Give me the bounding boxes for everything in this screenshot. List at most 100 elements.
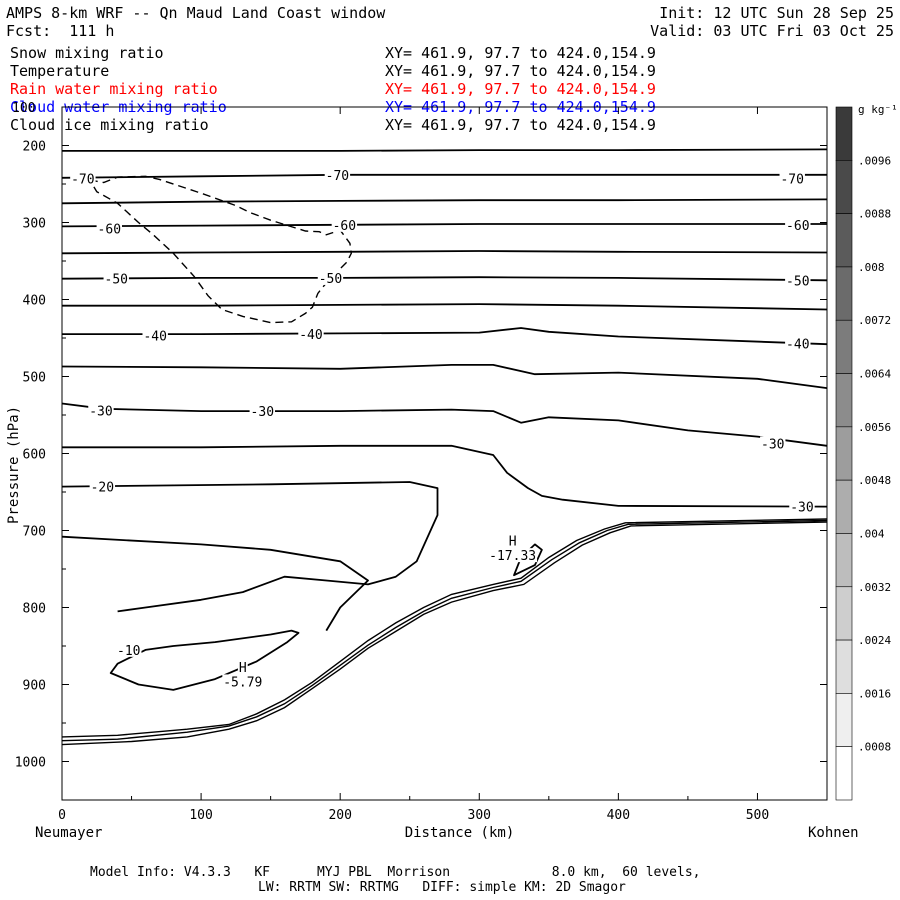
contour-label-bg [96,221,122,236]
colorbar-tick-label-8: .0032 [858,581,891,594]
field-xy-cloud-ice: XY= 461.9, 97.7 to 424.0,154.9 [385,116,656,134]
x-axis-title: Distance (km) [405,825,515,841]
contour-label-bg [103,271,129,286]
contour-label-2: -70 [780,173,803,188]
colorbar-segment-4 [835,319,853,374]
contour-label-16: -20 [91,481,114,496]
x-end-label-right: Kohnen [808,825,859,841]
colorbar-segment-7 [835,479,853,534]
contour-label-5: -60 [786,219,809,234]
colorbar-tick-label-9: .0024 [858,634,891,647]
contour-label-18: H [239,661,247,676]
colorbar-segment-12 [835,746,853,801]
isotherm--30 [61,402,828,447]
contour-label-bg [317,270,344,285]
field-label-cloud-ice: Cloud ice mixing ratio [10,116,209,134]
field-xy-snow: XY= 461.9, 97.7 to 424.0,154.9 [385,44,656,62]
colorbar-tick-label-3: .0072 [858,314,891,327]
colorbar-title: g kg⁻¹ [858,103,898,116]
colorbar-tick-label-4: .0064 [858,368,891,381]
x-tick-label-400: 400 [607,808,630,823]
contour-label-bg [249,404,275,419]
contour-label-bg [89,479,116,494]
y-axis-title: Pressure (hPa) [6,406,22,524]
isotherm--75 [62,148,828,152]
colorbar-segment-9 [835,586,853,641]
terrain-line-2 [61,521,828,746]
contour-label-19: -5.79 [223,675,262,690]
contour-label-bg [237,659,248,674]
contour-label-21: -17.33 [489,549,536,564]
colorbar-tick-label-1: .0088 [858,208,891,221]
isotherm--65 [61,198,828,205]
field-label-rain: Rain water mixing ratio [10,80,218,98]
contour-label-0: -70 [71,173,94,188]
contour-label-6: -50 [105,273,128,288]
colorbar-tick-label-0: .0096 [858,154,891,167]
contour-label-bg [785,217,811,232]
contour-label-17: -10 [117,644,140,659]
contour-label-10: -40 [299,328,322,343]
x-tick-label-500: 500 [746,808,769,823]
isotherm--25 [62,444,828,508]
x-tick-label-0: 0 [58,808,66,823]
isotherm--20 [61,481,439,613]
contour-label-bg [760,436,786,451]
plot-frame [61,106,828,801]
init-time: Init: 12 UTC Sun 28 Sep 25 [659,4,894,22]
contour-label-bg [298,327,324,342]
x-end-label-left: Neumayer [35,825,102,841]
contour-label-4: -60 [333,219,356,234]
field-xy-rain: XY= 461.9, 97.7 to 424.0,154.9 [385,80,656,98]
forecast-hour: Fcst: 111 h [6,22,115,40]
contour-labels: -70 -70 -70 -60 -60 -60 -50 -50 -50 -40 -40 -40 -30 -… [70,167,815,690]
valid-time: Valid: 03 UTC Fri 03 Oct 25 [650,22,894,40]
contour-label-bg [222,674,264,689]
y-tick-label-300: 300 [23,217,46,232]
contour-label-bg [116,642,142,657]
terrain-line-0 [61,518,828,738]
y-tick-label-500: 500 [23,371,46,386]
contour-label-11: -40 [786,337,809,352]
model-physics: LW: RRTM SW: RRTMG DIFF: simple KM: 2D S… [258,880,626,895]
isotherm--35 [61,364,828,389]
x-tick-label-300: 300 [468,808,491,823]
contour-label-9: -40 [143,330,166,345]
contour-label-bg [488,548,538,563]
colorbar-segment-10 [835,639,853,694]
contour-label-bg [142,328,168,343]
contour-label-15: -30 [790,501,813,516]
field-label-snow: Snow mixing ratio [10,44,164,62]
contour-label-bg [785,273,811,288]
x-tick-label-100: 100 [189,808,212,823]
y-tick-label-700: 700 [23,525,46,540]
colorbar-tick-label-10: .0016 [858,687,891,700]
model-info: Model Info: V4.3.3 KF MYJ PBL Morrison 8… [90,865,701,880]
field-label-temperature: Temperature [10,62,110,80]
isotherm--15 [61,535,369,632]
colorbar-segment-1 [835,160,853,214]
isotherm--45 [62,303,828,311]
contour-label-14: -30 [761,437,784,452]
isotherm--60 [61,223,827,228]
colorbar-tick-label-11: .0008 [858,741,891,754]
colorbar-tick-label-2: .008 [858,261,885,274]
colorbar: .0096 .0088 .008 .0072 .0064 .0056 .0048 .004 .0… [835,103,898,801]
contour-label-8: -50 [786,274,809,289]
colorbar-segment-0 [835,106,853,161]
colorbar-segment-11 [835,693,853,747]
contour-label-bg [331,217,358,232]
contour-label-bg [507,533,518,548]
contour-label-20: H [509,535,517,550]
field-xy-temperature: XY= 461.9, 97.7 to 424.0,154.9 [385,62,656,80]
terrain-line-1 [61,519,828,742]
y-tick-label-800: 800 [23,602,46,617]
y-tick-label-100: 100 [12,101,35,116]
contour-label-bg [789,499,815,514]
figure-title: AMPS 8-km WRF -- Qn Maud Land Coast wind… [6,4,386,22]
contour-label-13: -30 [251,405,274,420]
colorbar-tick-label-7: .004 [858,527,885,540]
colorbar-tick-label-5: .0056 [858,421,891,434]
